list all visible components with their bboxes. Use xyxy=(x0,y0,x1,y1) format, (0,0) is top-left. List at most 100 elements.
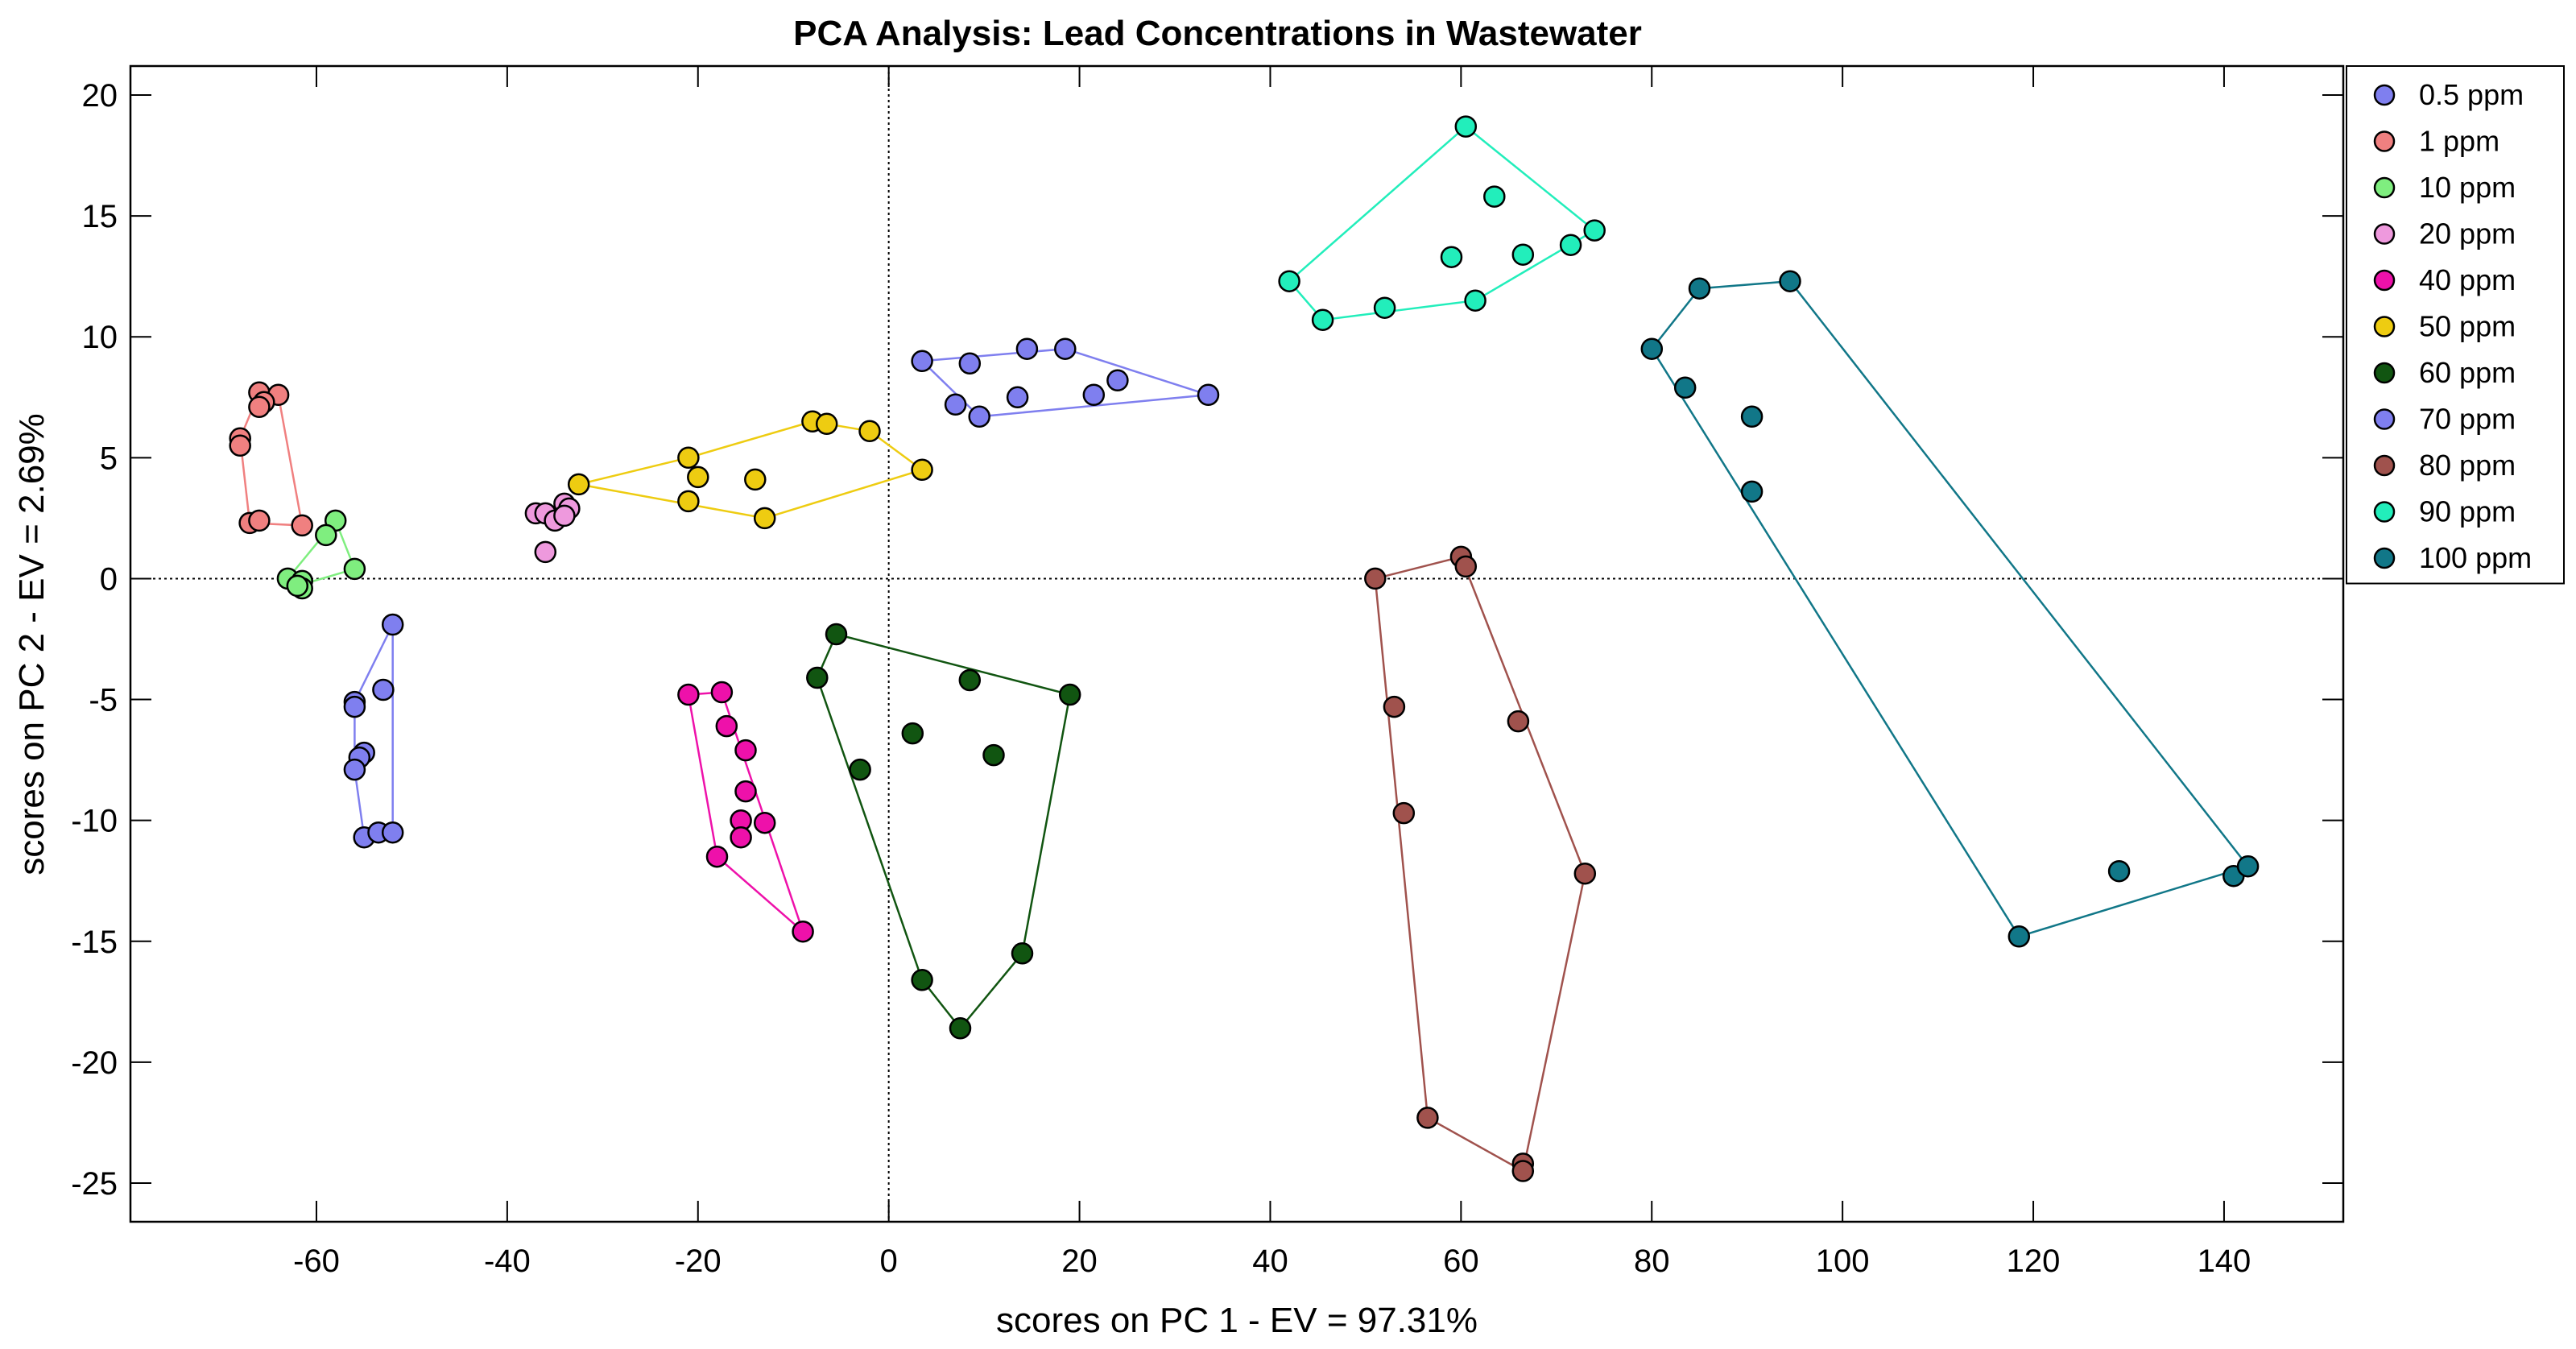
x-tick-label-9: 120 xyxy=(2007,1243,2061,1279)
legend-label-10: 100 ppm xyxy=(2419,541,2532,574)
y-axis-label: scores on PC 2 - EV = 2.69% xyxy=(12,413,52,875)
data-point-s10-p0 xyxy=(1779,270,1801,292)
x-tick-label-1: -40 xyxy=(484,1243,531,1279)
data-point-s0-p0 xyxy=(381,613,404,636)
data-point-s7-p8 xyxy=(1106,369,1129,392)
data-point-s5-p7 xyxy=(677,490,700,513)
x-tick-label-6: 60 xyxy=(1443,1243,1479,1279)
data-point-s4-p7 xyxy=(753,811,776,834)
data-point-s9-p0 xyxy=(1454,115,1478,138)
data-point-s1-p3 xyxy=(248,395,271,419)
y-tick-label-7: -15 xyxy=(71,925,118,960)
hull-outline-0 xyxy=(354,623,394,839)
x-tick-label-2: -20 xyxy=(675,1243,722,1279)
data-point-s7-p3 xyxy=(1054,337,1077,360)
data-point-s5-p3 xyxy=(911,458,933,482)
legend-label-0: 0.5 ppm xyxy=(2419,78,2524,111)
x-tick-label-10: 140 xyxy=(2198,1243,2251,1279)
data-point-s9-p3 xyxy=(1559,234,1582,256)
data-point-s4-p6 xyxy=(730,826,752,849)
data-point-s4-p2 xyxy=(715,714,738,738)
data-point-s4-p1 xyxy=(710,681,734,704)
data-point-s0-p6 xyxy=(343,758,366,781)
data-point-s8-p3 xyxy=(1383,695,1406,718)
data-point-s2-p1 xyxy=(315,523,337,547)
data-point-s6-p7 xyxy=(911,969,933,991)
plot-area xyxy=(130,66,2343,1222)
data-point-s6-p5 xyxy=(982,743,1005,767)
data-point-s6-p0 xyxy=(825,623,848,646)
data-point-s0-p1 xyxy=(372,678,395,701)
data-point-s5-p5 xyxy=(687,466,709,489)
hull-outline-9 xyxy=(1288,125,1597,321)
data-point-s10-p2 xyxy=(1640,337,1664,360)
data-point-s7-p9 xyxy=(1197,383,1220,407)
data-point-s6-p8 xyxy=(1011,942,1034,965)
x-tick-label-3: 0 xyxy=(880,1243,898,1279)
data-point-s4-p3 xyxy=(734,739,757,762)
data-point-s5-p4 xyxy=(677,446,700,470)
legend-marker-6 xyxy=(2373,362,2396,384)
data-point-s8-p7 xyxy=(1416,1107,1439,1129)
data-point-s5-p8 xyxy=(744,468,767,491)
legend-label-5: 50 ppm xyxy=(2419,310,2516,343)
x-axis-label: scores on PC 1 - EV = 97.31% xyxy=(996,1301,1478,1340)
data-point-s8-p2 xyxy=(1454,555,1478,578)
data-point-s6-p1 xyxy=(806,666,829,689)
data-point-s4-p8 xyxy=(705,845,729,868)
data-point-s0-p9 xyxy=(381,821,404,844)
data-point-s1-p8 xyxy=(291,514,313,537)
data-point-s6-p9 xyxy=(949,1017,972,1040)
data-point-s8-p4 xyxy=(1507,710,1530,733)
data-point-s3-p6 xyxy=(553,504,576,528)
data-point-s8-p5 xyxy=(1392,801,1416,825)
legend-marker-8 xyxy=(2373,454,2396,477)
data-point-s9-p2 xyxy=(1583,219,1606,242)
data-point-s9-p6 xyxy=(1278,270,1300,292)
data-point-s8-p0 xyxy=(1364,567,1387,590)
data-point-s6-p3 xyxy=(1058,683,1081,706)
legend-label-9: 90 ppm xyxy=(2419,495,2516,528)
legend-marker-9 xyxy=(2373,501,2396,523)
data-point-s3-p5 xyxy=(534,540,557,564)
data-point-s9-p7 xyxy=(1464,289,1486,312)
data-point-s0-p3 xyxy=(343,695,366,718)
data-point-s4-p9 xyxy=(792,920,814,943)
data-point-s5-p2 xyxy=(858,420,881,443)
data-point-s10-p5 xyxy=(1740,480,1764,503)
x-tick-label-0: -60 xyxy=(293,1243,340,1279)
data-point-s7-p4 xyxy=(944,393,967,416)
data-point-s10-p1 xyxy=(1688,277,1711,300)
chart-title: PCA Analysis: Lead Concentrations in Was… xyxy=(793,14,1642,53)
x-tick-label-7: 80 xyxy=(1634,1243,1670,1279)
data-point-s10-p7 xyxy=(2107,859,2131,883)
data-point-s7-p2 xyxy=(1015,337,1039,360)
legend-label-2: 10 ppm xyxy=(2419,171,2516,204)
data-point-s7-p0 xyxy=(911,350,933,373)
legend-label-6: 60 ppm xyxy=(2419,356,2516,389)
legend-marker-5 xyxy=(2373,316,2396,337)
data-point-s9-p8 xyxy=(1373,296,1396,319)
data-point-s10-p9 xyxy=(2236,855,2260,878)
data-point-s6-p4 xyxy=(901,722,924,745)
legend-label-7: 70 ppm xyxy=(2419,403,2516,436)
data-point-s4-p0 xyxy=(677,683,700,706)
legend: 0.5 ppm 1 ppm 10 ppm 20 ppm 40 ppm 50 ppm 60 p… xyxy=(2346,65,2565,585)
data-point-s5-p6 xyxy=(567,473,590,496)
data-point-s8-p9 xyxy=(1511,1160,1535,1182)
data-point-s7-p5 xyxy=(1006,386,1029,409)
data-point-s7-p1 xyxy=(958,352,982,375)
data-point-s7-p6 xyxy=(968,405,990,428)
data-point-s5-p1 xyxy=(815,412,838,436)
data-point-s6-p6 xyxy=(849,758,871,781)
data-point-s6-p2 xyxy=(958,668,982,692)
legend-label-1: 1 ppm xyxy=(2419,125,2500,158)
y-tick-label-0: 20 xyxy=(82,78,118,114)
legend-marker-7 xyxy=(2373,408,2396,430)
legend-marker-4 xyxy=(2373,269,2396,292)
data-point-s10-p6 xyxy=(2007,925,2031,948)
y-tick-label-4: 0 xyxy=(100,561,118,597)
data-point-s1-p7 xyxy=(248,509,271,532)
